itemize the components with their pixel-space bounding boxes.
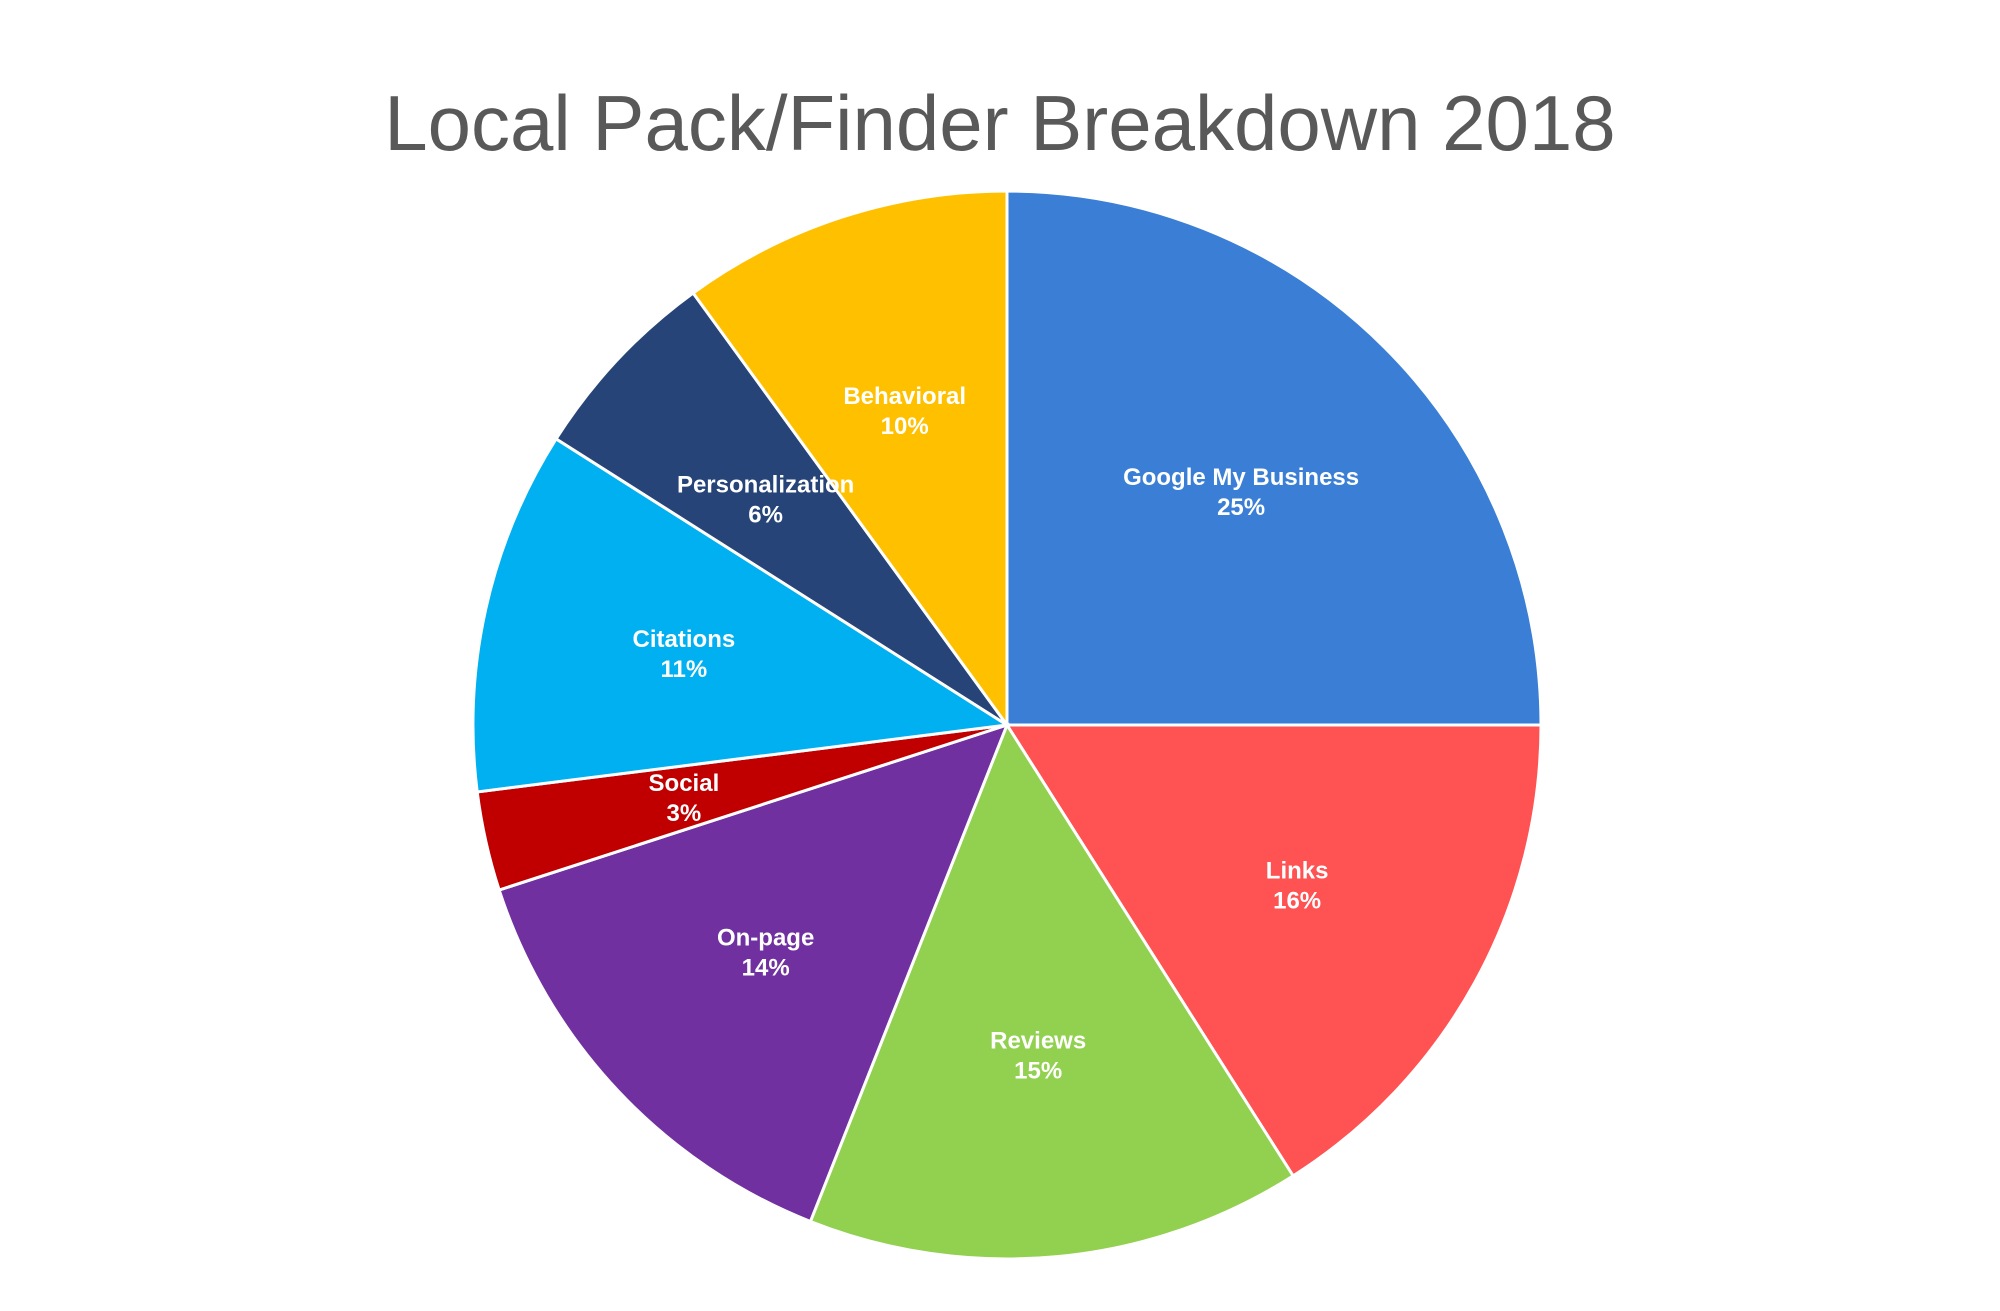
slice-value-on-page: 14% (742, 955, 790, 982)
slice-value-citations: 11% (661, 656, 708, 683)
pie-slice-links (1004, 723, 1543, 1178)
slice-value-personalization: 6% (748, 501, 783, 528)
pie-slice-reviews (808, 721, 1296, 1261)
slice-value-reviews: 15% (1014, 1058, 1062, 1085)
slice-label-citations: Citations (633, 626, 736, 653)
slice-label-google-my-business: Google My Business (1123, 464, 1359, 491)
pie-slice-google-my-business (1005, 189, 1543, 727)
slice-label-links: Links (1266, 857, 1329, 884)
pie-slice-citations (471, 436, 1012, 794)
slice-value-social: 3% (667, 800, 702, 827)
slice-label-reviews: Reviews (990, 1028, 1086, 1055)
slice-label-social: Social (649, 770, 720, 797)
pie-labels: Google My Business 25% Links 16% Reviews 15% O… (633, 383, 1360, 1084)
pie-slice-personalization (554, 290, 1009, 727)
slice-value-google-my-business: 25% (1217, 494, 1265, 521)
pie-slice-behavioral (691, 189, 1009, 730)
slice-value-links: 16% (1273, 887, 1321, 914)
slice-label-behavioral: Behavioral (843, 383, 966, 410)
slice-label-on-page: On-page (717, 925, 814, 952)
pie-slices (471, 189, 1543, 1261)
chart-title: Local Pack/Finder Breakdown 2018 (384, 79, 1615, 167)
slice-value-behavioral: 10% (881, 413, 929, 440)
slice-label-personalization: Personalization (677, 471, 854, 498)
